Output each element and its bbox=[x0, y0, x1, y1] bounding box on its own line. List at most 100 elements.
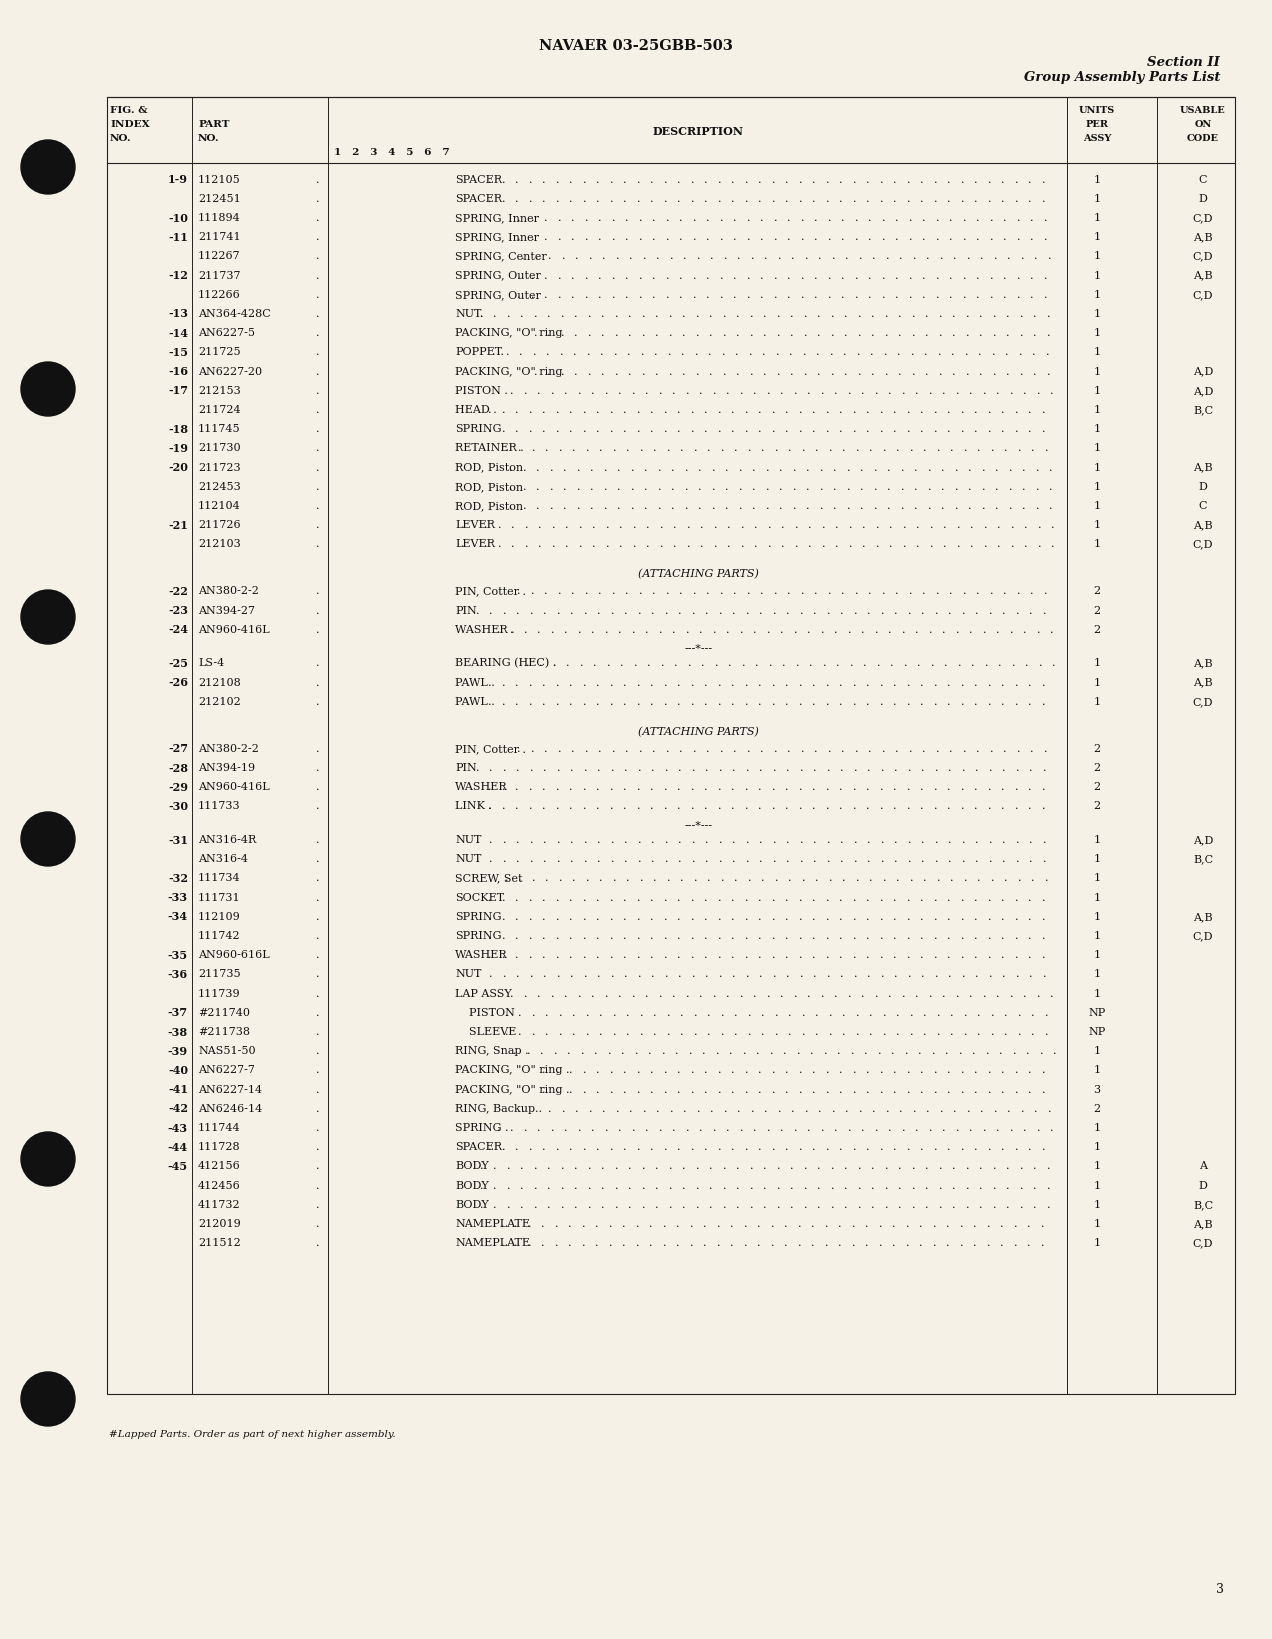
Text: .: . bbox=[488, 174, 492, 185]
Text: .: . bbox=[957, 539, 960, 549]
Text: .: . bbox=[898, 308, 902, 320]
Text: .: . bbox=[1044, 443, 1048, 452]
Text: .: . bbox=[619, 520, 622, 529]
Text: .: . bbox=[654, 347, 658, 357]
Text: .: . bbox=[551, 988, 555, 998]
Text: (ATTACHING PARTS): (ATTACHING PARTS) bbox=[639, 726, 759, 736]
Text: .: . bbox=[799, 174, 803, 185]
Text: .: . bbox=[915, 385, 918, 395]
Text: .: . bbox=[988, 911, 991, 921]
Text: .: . bbox=[636, 1218, 640, 1228]
Text: .: . bbox=[1015, 174, 1018, 185]
Text: .: . bbox=[920, 697, 923, 706]
Text: 211726: 211726 bbox=[198, 520, 240, 529]
Text: .: . bbox=[1014, 1237, 1018, 1247]
Text: .: . bbox=[496, 385, 500, 395]
Text: .: . bbox=[869, 270, 871, 280]
Text: .: . bbox=[887, 482, 890, 492]
Text: .: . bbox=[1030, 233, 1034, 243]
Text: .: . bbox=[570, 1083, 572, 1093]
Text: -38: -38 bbox=[168, 1026, 188, 1037]
Text: NAVAER 03-25GBB-503: NAVAER 03-25GBB-503 bbox=[539, 39, 733, 52]
Text: .: . bbox=[936, 290, 939, 300]
Text: .: . bbox=[963, 744, 967, 754]
Text: -26: -26 bbox=[168, 677, 188, 688]
Text: .: . bbox=[785, 911, 789, 921]
Text: .: . bbox=[667, 1026, 670, 1036]
Text: .: . bbox=[1037, 385, 1040, 395]
Text: .: . bbox=[960, 174, 964, 185]
Text: .: . bbox=[745, 1083, 748, 1093]
Text: .: . bbox=[614, 1200, 618, 1210]
Text: .: . bbox=[968, 482, 972, 492]
Text: .: . bbox=[488, 405, 492, 415]
Text: .: . bbox=[678, 834, 682, 844]
Text: .: . bbox=[1018, 443, 1021, 452]
Text: .: . bbox=[948, 931, 950, 941]
Text: .: . bbox=[927, 500, 931, 511]
Text: .: . bbox=[977, 874, 981, 883]
Text: .: . bbox=[988, 425, 991, 434]
Text: .: . bbox=[637, 605, 641, 615]
Text: .: . bbox=[874, 462, 876, 472]
Text: .: . bbox=[1029, 834, 1033, 844]
Text: .: . bbox=[317, 988, 319, 998]
Text: .: . bbox=[663, 1237, 667, 1247]
Text: .: . bbox=[834, 1123, 837, 1133]
Text: .: . bbox=[1037, 988, 1040, 998]
Text: .: . bbox=[603, 462, 607, 472]
Text: .: . bbox=[626, 290, 628, 300]
Text: .: . bbox=[645, 988, 649, 998]
Text: .: . bbox=[1034, 251, 1038, 261]
Text: .: . bbox=[923, 1008, 927, 1018]
Text: .: . bbox=[1044, 1008, 1048, 1018]
Text: .: . bbox=[612, 587, 616, 597]
Text: .: . bbox=[1005, 874, 1007, 883]
Text: .: . bbox=[609, 1083, 613, 1093]
Text: .: . bbox=[651, 969, 655, 978]
Text: .: . bbox=[920, 801, 923, 811]
Text: .: . bbox=[485, 539, 487, 549]
Text: .: . bbox=[317, 854, 319, 864]
Text: .: . bbox=[798, 1237, 801, 1247]
Text: .: . bbox=[515, 405, 519, 415]
Text: .: . bbox=[767, 988, 770, 998]
Text: .: . bbox=[561, 308, 565, 320]
Text: .: . bbox=[841, 969, 843, 978]
Text: .: . bbox=[923, 443, 927, 452]
Circle shape bbox=[22, 1372, 75, 1426]
Text: .: . bbox=[800, 854, 803, 864]
Text: .: . bbox=[884, 347, 888, 357]
Text: .: . bbox=[656, 251, 660, 261]
Text: AN316-4: AN316-4 bbox=[198, 854, 248, 864]
Text: .: . bbox=[1049, 482, 1052, 492]
Text: USABLE: USABLE bbox=[1180, 107, 1226, 115]
Text: .: . bbox=[529, 801, 532, 811]
Text: .: . bbox=[758, 911, 762, 921]
Text: .: . bbox=[875, 385, 878, 395]
Text: .: . bbox=[677, 1083, 681, 1093]
Text: SPRING, Inner: SPRING, Inner bbox=[455, 213, 539, 223]
Text: .: . bbox=[317, 462, 319, 472]
Text: .: . bbox=[922, 290, 926, 300]
Text: .: . bbox=[691, 782, 695, 792]
Text: .: . bbox=[1002, 969, 1006, 978]
Text: .: . bbox=[918, 1046, 922, 1056]
Text: .: . bbox=[589, 1103, 593, 1113]
Text: .: . bbox=[653, 270, 656, 280]
Text: .: . bbox=[954, 500, 958, 511]
Text: AN6227-5: AN6227-5 bbox=[198, 328, 254, 338]
Text: .: . bbox=[705, 605, 709, 615]
Text: .: . bbox=[859, 328, 861, 338]
Text: .: . bbox=[1001, 949, 1005, 960]
Text: .: . bbox=[529, 834, 533, 844]
Text: .: . bbox=[585, 744, 589, 754]
Text: .: . bbox=[995, 462, 999, 472]
Text: .: . bbox=[857, 1180, 861, 1190]
Text: .: . bbox=[960, 677, 964, 687]
Text: .: . bbox=[590, 500, 594, 511]
Text: .: . bbox=[894, 762, 898, 772]
Text: .: . bbox=[1015, 425, 1018, 434]
Text: -37: -37 bbox=[168, 1006, 188, 1018]
Text: .: . bbox=[607, 657, 611, 669]
